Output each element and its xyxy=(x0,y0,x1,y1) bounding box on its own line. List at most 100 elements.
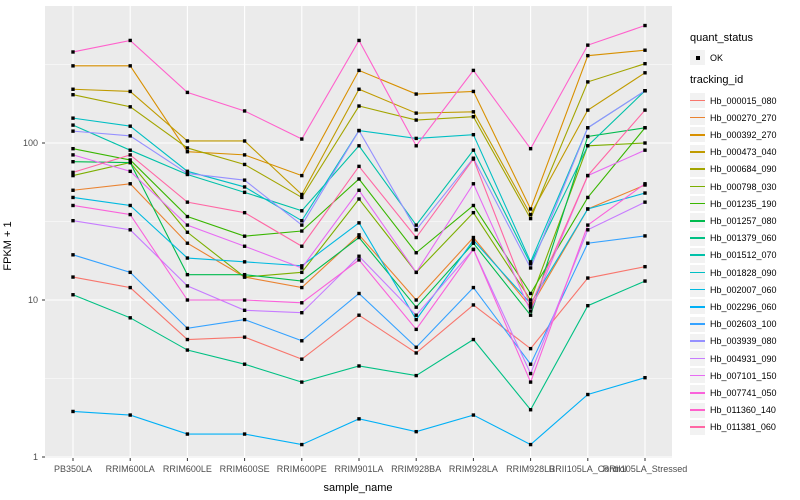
data-point xyxy=(185,298,190,302)
data-point xyxy=(128,134,132,138)
data-point xyxy=(357,197,361,201)
data-point xyxy=(471,238,476,243)
data-point xyxy=(357,313,361,317)
data-point xyxy=(71,253,75,257)
data-point xyxy=(586,126,590,130)
data-point xyxy=(643,61,647,66)
data-point xyxy=(300,339,304,343)
data-point xyxy=(414,223,418,227)
legend-item-Hb_002603_100: Hb_002603_100 xyxy=(690,316,777,332)
data-point xyxy=(528,291,533,296)
data-point xyxy=(71,203,75,208)
data-point xyxy=(185,223,190,227)
legend-key xyxy=(690,161,705,177)
data-point xyxy=(185,90,190,95)
data-point xyxy=(471,337,476,342)
line-swatch-icon xyxy=(690,202,705,205)
data-point xyxy=(586,241,590,245)
data-point xyxy=(643,182,647,186)
data-point xyxy=(71,116,75,120)
data-point xyxy=(528,362,533,366)
data-point xyxy=(414,345,418,349)
data-point xyxy=(471,203,476,208)
data-point xyxy=(471,241,476,245)
legend-key xyxy=(690,265,705,280)
data-point xyxy=(471,68,476,73)
data-point xyxy=(471,285,476,290)
data-point xyxy=(242,162,247,167)
data-point xyxy=(185,200,190,204)
data-point xyxy=(414,144,418,148)
data-point xyxy=(242,432,247,436)
data-point xyxy=(528,442,533,447)
legend-key xyxy=(690,419,705,435)
data-point xyxy=(128,64,132,68)
data-point xyxy=(528,216,533,221)
data-point xyxy=(586,134,590,139)
line-swatch-icon xyxy=(690,116,705,119)
data-point xyxy=(128,153,132,157)
line-swatch-icon xyxy=(690,99,705,102)
data-point xyxy=(414,327,418,332)
x-tick-label: PB350LA xyxy=(53,464,93,474)
line-swatch-icon xyxy=(690,306,705,308)
legend-item-label: Hb_002296_060 xyxy=(710,301,777,312)
x-tick-label: RRIM928BA xyxy=(391,464,442,474)
data-point xyxy=(471,235,476,240)
data-point xyxy=(471,157,476,161)
data-point xyxy=(471,182,476,186)
legend-key xyxy=(690,402,705,418)
data-point xyxy=(414,298,418,302)
data-point xyxy=(128,124,132,128)
x-tick-label: RRIM928LB xyxy=(506,464,556,474)
line-swatch-icon xyxy=(690,168,705,171)
data-point xyxy=(414,228,418,232)
data-point xyxy=(242,109,247,113)
line-swatch-icon xyxy=(690,392,705,394)
data-point xyxy=(414,235,418,240)
data-point xyxy=(414,351,418,355)
data-point xyxy=(586,207,590,211)
legend-key xyxy=(690,93,705,108)
data-point xyxy=(242,275,247,279)
y-tick-label: 1 xyxy=(32,452,38,462)
data-point xyxy=(586,195,590,200)
data-point xyxy=(242,272,247,277)
data-point xyxy=(71,50,75,54)
legend-item-Hb_007101_150: Hb_007101_150 xyxy=(690,368,777,384)
data-point xyxy=(71,146,75,151)
data-point xyxy=(128,203,132,208)
data-point xyxy=(357,221,361,225)
data-point xyxy=(128,38,132,43)
data-point xyxy=(300,285,304,290)
data-point xyxy=(528,146,533,151)
data-point xyxy=(643,89,647,93)
data-point xyxy=(471,132,476,137)
data-point xyxy=(643,264,647,269)
data-point xyxy=(471,413,476,417)
data-point xyxy=(300,223,304,227)
data-point xyxy=(528,380,533,384)
data-point xyxy=(528,313,533,317)
data-point xyxy=(300,192,304,197)
data-point xyxy=(300,266,304,270)
x-tick-label: RRIM600SE xyxy=(219,464,270,474)
data-point xyxy=(586,108,590,112)
data-point xyxy=(643,279,647,283)
legend-item-Hb_000684_090: Hb_000684_090 xyxy=(690,161,777,177)
data-point xyxy=(128,316,132,320)
y-axis-title: FPKM + 1 xyxy=(2,221,14,271)
data-point xyxy=(128,212,132,217)
data-point xyxy=(242,298,247,302)
data-point xyxy=(128,413,132,417)
legend-item-Hb_007741_050: Hb_007741_050 xyxy=(690,385,777,401)
line-swatch-icon xyxy=(690,357,705,360)
data-point xyxy=(528,262,533,266)
legend-key xyxy=(690,316,705,332)
legend-item-Hb_000015_080: Hb_000015_080 xyxy=(690,93,777,108)
line-swatch-icon xyxy=(690,340,705,343)
data-point xyxy=(128,148,132,152)
data-point xyxy=(357,235,361,240)
legend-item-label: Hb_000392_270 xyxy=(710,129,777,140)
